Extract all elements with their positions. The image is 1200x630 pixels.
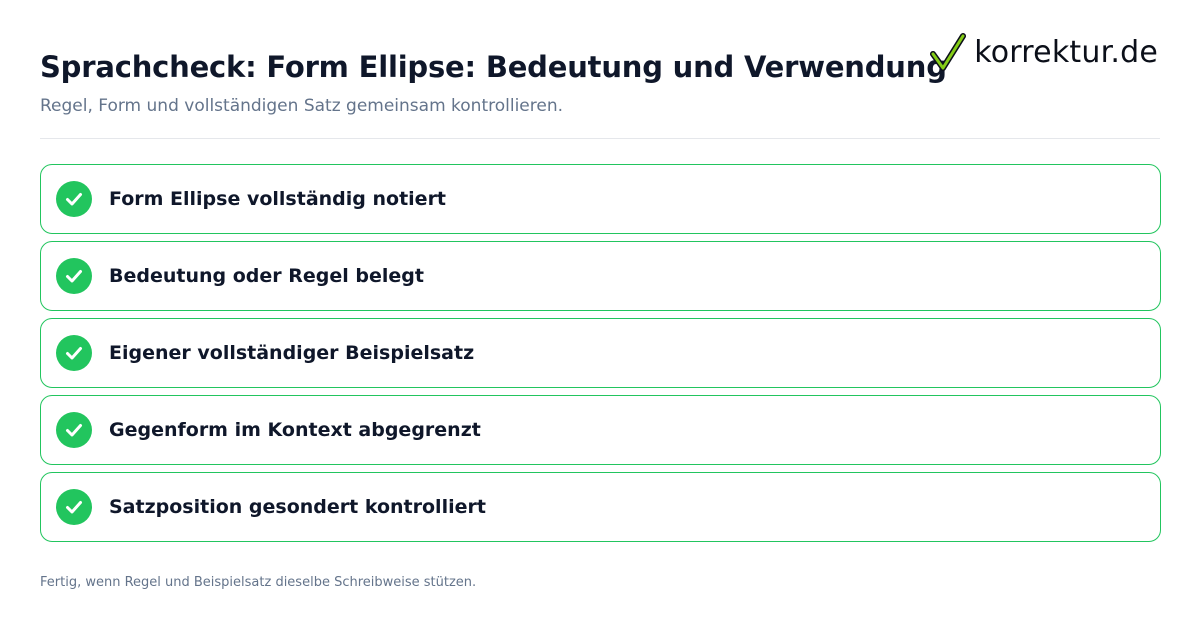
page-title: Sprachcheck: Form Ellipse: Bedeutung und… [40, 50, 947, 84]
checklist-item: Gegenform im Kontext abgegrenzt [40, 395, 1161, 465]
check-circle-icon [56, 181, 92, 217]
footer-note: Fertig, wenn Regel und Beispielsatz dies… [40, 575, 477, 590]
checklist-item-label: Form Ellipse vollständig notiert [109, 188, 447, 210]
brand-logo[interactable]: korrektur.de [930, 30, 1158, 74]
checklist-item-label: Eigener vollständiger Beispielsatz [109, 342, 475, 364]
check-circle-icon [56, 489, 92, 525]
checklist-item: Satzposition gesondert kontrolliert [40, 472, 1161, 542]
checklist-item: Form Ellipse vollständig notiert [40, 164, 1161, 234]
checklist-item-label: Bedeutung oder Regel belegt [109, 265, 424, 287]
check-circle-icon [56, 258, 92, 294]
brand-name: korrektur.de [974, 34, 1158, 70]
checklist-item: Eigener vollständiger Beispielsatz [40, 318, 1161, 388]
checklist-item: Bedeutung oder Regel belegt [40, 241, 1161, 311]
header-divider [40, 138, 1160, 139]
checklist: Form Ellipse vollständig notiert Bedeutu… [40, 164, 1161, 549]
page-subtitle: Regel, Form und vollständigen Satz gemei… [40, 96, 564, 116]
checkmark-icon [930, 33, 967, 71]
check-circle-icon [56, 335, 92, 371]
checklist-item-label: Gegenform im Kontext abgegrenzt [109, 419, 481, 441]
checklist-item-label: Satzposition gesondert kontrolliert [109, 496, 486, 518]
check-circle-icon [56, 412, 92, 448]
